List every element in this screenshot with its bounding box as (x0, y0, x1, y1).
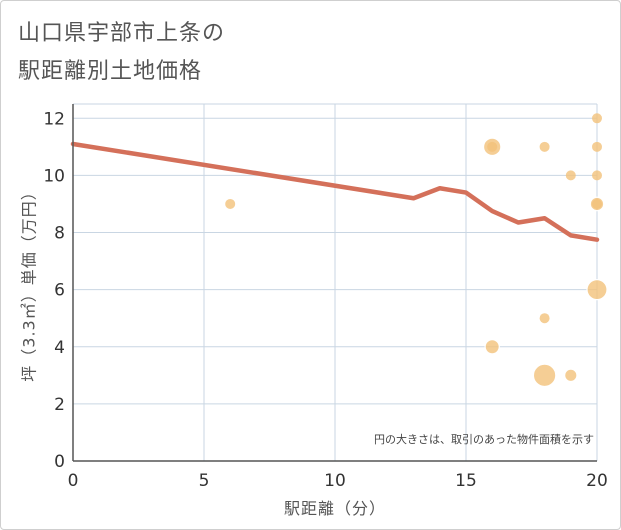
scatter-point (225, 198, 236, 209)
scatter-point (487, 141, 498, 152)
y-tick-label: 6 (54, 281, 65, 301)
scatter-point (532, 363, 557, 388)
scatter-point (539, 313, 550, 324)
axes (72, 104, 597, 462)
chart-title-line2: 駅距離別土地価格 (18, 59, 203, 84)
y-tick-label: 4 (54, 338, 65, 358)
chart-title-line1: 山口県宇部市上条の (18, 21, 226, 46)
bubble-layer (225, 113, 608, 388)
scatter-point (592, 198, 602, 209)
y-tick-label: 0 (54, 452, 65, 472)
y-tick-label: 12 (43, 109, 65, 129)
x-axis-label: 駅距離（分） (284, 499, 386, 518)
x-tick-label: 10 (324, 471, 346, 491)
x-tick-label: 0 (68, 471, 79, 491)
y-tick-label: 2 (54, 395, 65, 415)
y-tick-label: 10 (43, 166, 65, 186)
scatter-point (586, 279, 608, 301)
scatter-point (484, 339, 500, 355)
tick-labels: 0 5 10 15 20 0 2 4 6 8 10 12 (43, 109, 607, 491)
y-tick-label: 8 (54, 224, 65, 244)
size-note: 円の大きさは、取引のあった物件面積を示す (374, 432, 594, 446)
scatter-point (565, 170, 576, 181)
scatter-point (539, 141, 550, 152)
y-axis-label: 坪（3.3㎡）単価（万円） (20, 183, 39, 381)
trend-layer (70, 141, 600, 242)
scatter-point (592, 113, 602, 124)
x-tick-label: 5 (199, 471, 210, 491)
x-tick-label: 20 (586, 471, 608, 491)
scatter-point (564, 368, 578, 383)
scatter-point (592, 170, 602, 181)
scatter-point (592, 141, 602, 152)
trend-line (70, 141, 600, 242)
x-tick-label: 15 (455, 471, 477, 491)
